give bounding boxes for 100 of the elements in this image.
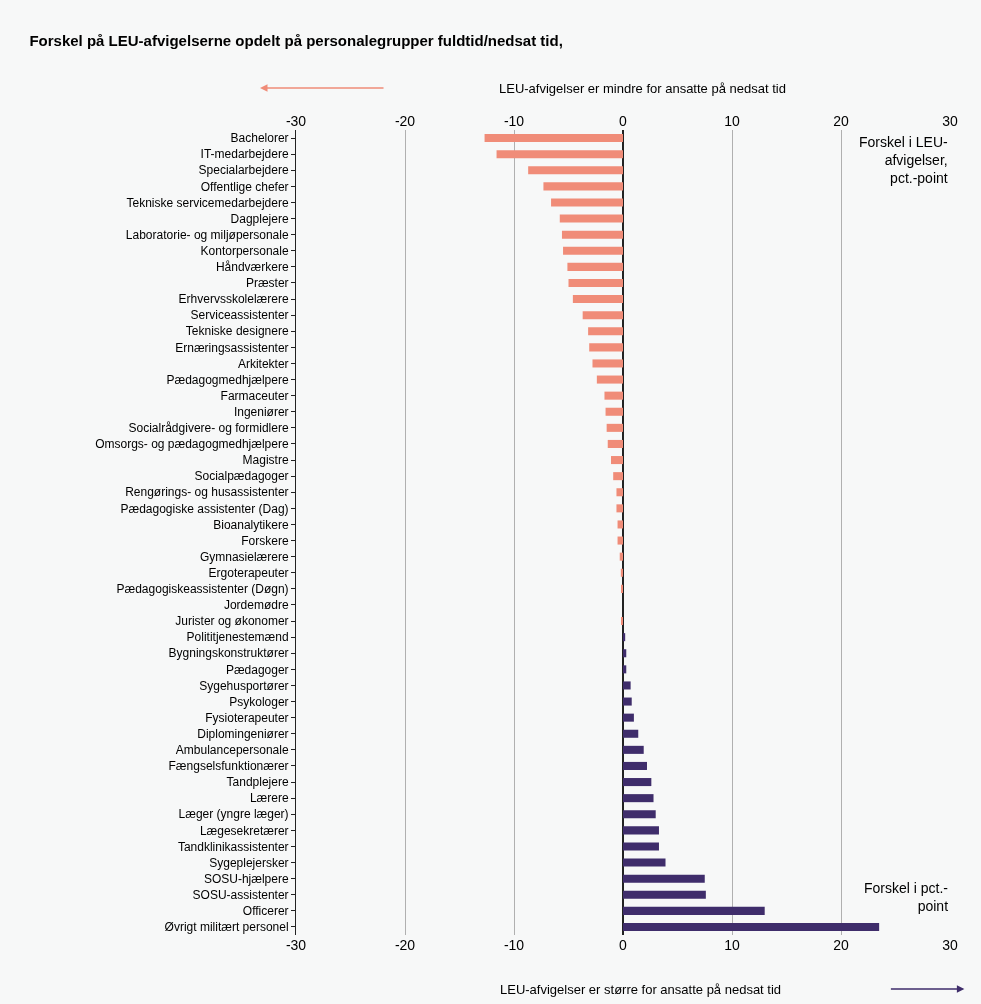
y-tick-label: Diplomingeniører xyxy=(197,726,289,741)
y-tick-label: Håndværkere xyxy=(215,260,289,275)
x-tick-label: 20 xyxy=(833,113,849,130)
x-tick-label: 0 xyxy=(619,113,628,130)
y-tick-label: Arkitekter xyxy=(237,356,289,371)
bar xyxy=(605,407,623,416)
x2-tick-label: -20 xyxy=(394,937,416,953)
y-tick-label: Omsorgs- og pædagogmedhjælpere xyxy=(95,437,289,452)
bar xyxy=(623,697,632,706)
y-tick-label: Socialrådgivere- og formidlere xyxy=(128,421,289,436)
bar xyxy=(623,729,639,738)
y-tick-label: Lærere xyxy=(249,791,289,806)
bar xyxy=(619,552,623,561)
y-tick-label: Polititjenestemænd xyxy=(186,630,289,645)
bar xyxy=(568,278,623,287)
annotation: Forskel i LEU- afvigelser, pct.-point xyxy=(859,134,949,187)
y-tick-label: Magistre xyxy=(242,453,289,468)
y-tick-label: Lægesekretærer xyxy=(199,823,289,838)
bar xyxy=(623,761,647,770)
y-tick-label: Specialarbejdere xyxy=(198,163,289,178)
bar xyxy=(623,649,627,658)
bar xyxy=(623,826,659,835)
y-tick-label: Ernæringsassistenter xyxy=(175,340,289,355)
y-tick-label: Tandplejere xyxy=(226,775,289,790)
bar xyxy=(617,536,623,545)
bar xyxy=(572,295,623,304)
y-tick-label: Tekniske servicemedarbejdere xyxy=(126,195,289,210)
y-tick-label: Pædagogiskeassistenter (Døgn) xyxy=(116,582,289,597)
annotation: Forskel i pct.- point xyxy=(864,880,949,915)
bar xyxy=(623,810,656,819)
bar xyxy=(623,665,627,674)
x2-tick-label: -30 xyxy=(285,937,307,953)
text: LEU-afvigelser er større for ansatte på nedsat tid xyxy=(500,982,782,997)
y-tick-label: Tandklinikassistenter xyxy=(177,839,289,854)
x-tick-label: -10 xyxy=(503,113,525,130)
bar xyxy=(559,214,623,223)
x2-tick-label: 10 xyxy=(724,937,740,953)
bar xyxy=(589,343,623,352)
y-tick-label: SOSU-hjælpere xyxy=(203,871,289,886)
bar xyxy=(623,890,706,899)
y-tick-label: Bygningskonstruktører xyxy=(168,646,289,661)
y-tick-label: Præster xyxy=(245,276,289,291)
y-tick-label: Gymnasielærere xyxy=(199,549,289,564)
y-tick-label: Serviceassistenter xyxy=(190,308,289,323)
bar xyxy=(607,439,623,448)
chart-title: Forskel på LEU-afvigelserne opdelt på personalegrupper fuldtid/nedsat tid, xyxy=(29,31,563,49)
x2-tick-label: -10 xyxy=(503,937,525,953)
y-tick-label: Erhvervsskolelærere xyxy=(178,292,289,307)
y-tick-label: Psykologer xyxy=(229,694,289,709)
bar xyxy=(623,858,666,867)
y-tick-label: Dagplejere xyxy=(230,211,289,226)
bar xyxy=(623,922,880,931)
y-tick-label: Kontorpersonale xyxy=(200,243,289,258)
bar xyxy=(496,150,623,159)
x2-tick-label: 30 xyxy=(942,937,958,953)
bar xyxy=(592,359,623,368)
bar xyxy=(551,198,623,207)
y-tick-label: Læger (yngre læger) xyxy=(178,807,289,822)
y-tick-label: Jordemødre xyxy=(223,598,289,613)
y-tick-label: Ergoterapeuter xyxy=(208,565,289,580)
bar xyxy=(567,262,623,271)
bar xyxy=(623,745,644,754)
y-tick-label: Jurister og økonomer xyxy=(175,614,289,629)
x2-tick-label: 0 xyxy=(619,937,628,953)
y-tick-label: Officerer xyxy=(242,904,289,919)
bar xyxy=(596,375,623,384)
bar xyxy=(623,778,652,787)
y-tick-label: IT-medarbejdere xyxy=(200,147,289,162)
bar xyxy=(561,230,623,239)
y-tick-label: Offentlige chefer xyxy=(200,179,289,194)
y-tick-label: Bachelorer xyxy=(230,131,289,146)
y-tick-label: Laboratorie- og miljøpersonale xyxy=(125,227,289,242)
y-tick-label: Pædagogmedhjælpere xyxy=(166,372,289,387)
text: LEU-afvigelser er mindre for ansatte på nedsat tid xyxy=(499,81,786,96)
y-tick-label: Pædagogiske assistenter (Dag) xyxy=(120,501,289,516)
y-tick-label: Sygehusportører xyxy=(199,678,289,693)
y-tick-label: SOSU-assistenter xyxy=(192,887,289,902)
bar xyxy=(582,311,623,320)
bar xyxy=(623,794,654,803)
bar xyxy=(616,504,623,513)
y-tick-label: Fysioterapeuter xyxy=(205,710,289,725)
x2-tick-label: 20 xyxy=(833,937,849,953)
y-tick-label: Pædagoger xyxy=(225,662,289,677)
y-tick-label: Socialpædagoger xyxy=(194,469,289,484)
x-tick-label: -20 xyxy=(394,113,416,130)
bar xyxy=(611,456,623,465)
bar xyxy=(484,134,623,143)
y-tick-label: Tekniske designere xyxy=(185,324,289,339)
y-tick-label: Fængselsfunktionærer xyxy=(168,759,289,774)
y-tick-label: Øvrigt militært personel xyxy=(164,920,289,935)
y-tick-label: Sygeplejersker xyxy=(209,855,289,870)
bar xyxy=(623,906,765,915)
bar xyxy=(623,874,705,883)
x-tick-label: 10 xyxy=(724,113,740,130)
bar xyxy=(604,391,623,400)
y-tick-label: Bioanalytikere xyxy=(213,517,289,532)
y-tick-label: Ingeniører xyxy=(233,404,289,419)
bar xyxy=(588,327,623,336)
y-tick-label: Forskere xyxy=(241,533,289,548)
y-tick-label: Ambulancepersonale xyxy=(175,743,289,758)
